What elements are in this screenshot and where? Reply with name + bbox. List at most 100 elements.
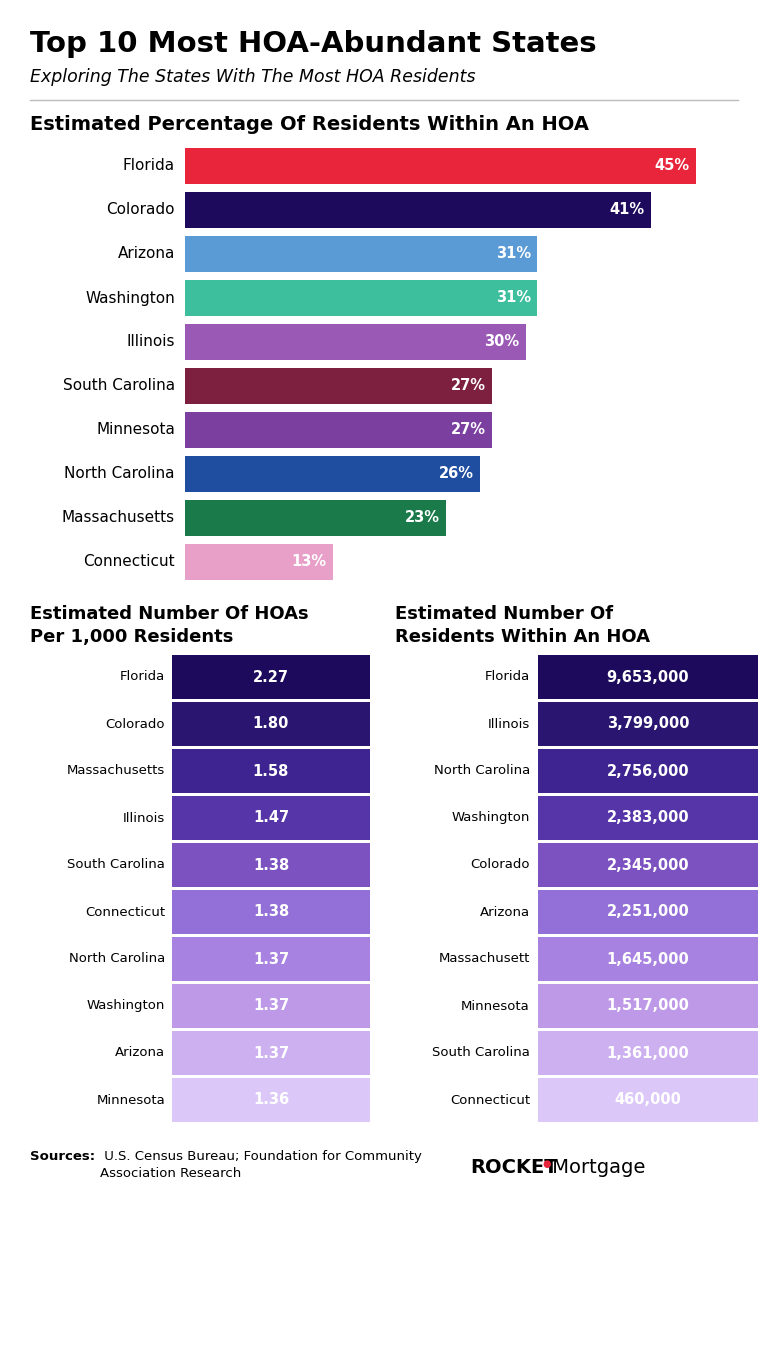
Bar bbox=[172, 889, 370, 934]
Bar bbox=[538, 750, 758, 793]
Text: Massachusetts: Massachusetts bbox=[67, 765, 165, 778]
Bar bbox=[538, 796, 758, 841]
Bar bbox=[172, 1078, 370, 1122]
Text: Top 10 Most HOA-Abundant States: Top 10 Most HOA-Abundant States bbox=[30, 30, 597, 58]
Text: Mortgage: Mortgage bbox=[546, 1158, 645, 1177]
Text: 13%: 13% bbox=[292, 554, 326, 569]
Text: Massachusetts: Massachusetts bbox=[62, 511, 175, 526]
Bar bbox=[185, 456, 480, 492]
Bar bbox=[172, 937, 370, 980]
Text: Estimated Number Of
Residents Within An HOA: Estimated Number Of Residents Within An … bbox=[395, 606, 650, 646]
Text: South Carolina: South Carolina bbox=[63, 379, 175, 394]
Bar bbox=[185, 325, 525, 360]
Bar bbox=[538, 937, 758, 980]
Bar bbox=[538, 985, 758, 1028]
Bar bbox=[172, 655, 370, 699]
Text: 23%: 23% bbox=[406, 511, 440, 526]
Text: 3,799,000: 3,799,000 bbox=[607, 717, 689, 732]
Text: 1,517,000: 1,517,000 bbox=[607, 998, 690, 1013]
Text: Arizona: Arizona bbox=[115, 1047, 165, 1059]
Bar bbox=[172, 1031, 370, 1076]
Text: Arizona: Arizona bbox=[118, 247, 175, 262]
Text: 2,383,000: 2,383,000 bbox=[607, 811, 690, 826]
Text: Florida: Florida bbox=[123, 159, 175, 174]
Text: Minnesota: Minnesota bbox=[96, 422, 175, 437]
Text: Colorado: Colorado bbox=[107, 202, 175, 217]
Bar bbox=[538, 843, 758, 887]
Text: 2,345,000: 2,345,000 bbox=[607, 857, 690, 872]
Text: 26%: 26% bbox=[439, 467, 474, 482]
Text: Connecticut: Connecticut bbox=[450, 1093, 530, 1107]
Bar bbox=[538, 1031, 758, 1076]
Text: 31%: 31% bbox=[496, 247, 531, 262]
Text: Illinois: Illinois bbox=[123, 812, 165, 824]
Text: Exploring The States With The Most HOA Residents: Exploring The States With The Most HOA R… bbox=[30, 68, 475, 86]
Bar bbox=[185, 236, 537, 272]
Bar bbox=[185, 280, 537, 316]
Text: ROCKET: ROCKET bbox=[470, 1158, 558, 1177]
Text: 1.38: 1.38 bbox=[253, 904, 289, 919]
Text: Connecticut: Connecticut bbox=[85, 906, 165, 918]
Text: Minnesota: Minnesota bbox=[462, 999, 530, 1013]
Bar bbox=[538, 655, 758, 699]
Bar bbox=[185, 545, 333, 580]
Text: Arizona: Arizona bbox=[480, 906, 530, 918]
Bar bbox=[538, 889, 758, 934]
Text: 460,000: 460,000 bbox=[614, 1092, 681, 1108]
Text: 41%: 41% bbox=[609, 202, 644, 217]
Text: Illinois: Illinois bbox=[127, 334, 175, 349]
Text: North Carolina: North Carolina bbox=[69, 952, 165, 966]
Text: 1.37: 1.37 bbox=[253, 1046, 289, 1061]
Text: 2,251,000: 2,251,000 bbox=[607, 904, 690, 919]
Text: Washington: Washington bbox=[452, 812, 530, 824]
Text: Washington: Washington bbox=[87, 999, 165, 1013]
Text: 1.38: 1.38 bbox=[253, 857, 289, 872]
Bar bbox=[538, 702, 758, 746]
Text: Colorado: Colorado bbox=[105, 717, 165, 731]
Text: 45%: 45% bbox=[655, 159, 690, 174]
Text: 27%: 27% bbox=[451, 379, 485, 394]
Text: Estimated Percentage Of Residents Within An HOA: Estimated Percentage Of Residents Within… bbox=[30, 115, 589, 134]
Text: 1.47: 1.47 bbox=[253, 811, 289, 826]
Text: Colorado: Colorado bbox=[471, 858, 530, 872]
Bar bbox=[172, 985, 370, 1028]
Text: 1.37: 1.37 bbox=[253, 952, 289, 967]
Text: 27%: 27% bbox=[451, 422, 485, 437]
Text: Florida: Florida bbox=[120, 671, 165, 683]
Text: 30%: 30% bbox=[485, 334, 520, 349]
Text: 2.27: 2.27 bbox=[253, 669, 289, 684]
Text: Sources:: Sources: bbox=[30, 1150, 95, 1162]
Bar bbox=[172, 843, 370, 887]
Text: 1.37: 1.37 bbox=[253, 998, 289, 1013]
Bar bbox=[185, 411, 492, 448]
Text: North Carolina: North Carolina bbox=[434, 765, 530, 778]
Text: Estimated Number Of HOAs
Per 1,000 Residents: Estimated Number Of HOAs Per 1,000 Resid… bbox=[30, 606, 309, 646]
Bar bbox=[172, 750, 370, 793]
Text: 1.36: 1.36 bbox=[253, 1092, 289, 1108]
Text: Florida: Florida bbox=[485, 671, 530, 683]
Text: 1.80: 1.80 bbox=[253, 717, 290, 732]
Bar bbox=[172, 702, 370, 746]
Bar bbox=[185, 500, 446, 536]
Text: 2,756,000: 2,756,000 bbox=[607, 763, 690, 778]
Bar bbox=[185, 148, 696, 183]
Bar bbox=[172, 796, 370, 841]
Bar bbox=[538, 1078, 758, 1122]
Text: North Carolina: North Carolina bbox=[65, 467, 175, 482]
Text: Minnesota: Minnesota bbox=[96, 1093, 165, 1107]
Bar bbox=[185, 191, 650, 228]
Text: 1,361,000: 1,361,000 bbox=[607, 1046, 690, 1061]
Bar bbox=[185, 368, 492, 403]
Text: ●: ● bbox=[542, 1158, 551, 1169]
Text: South Carolina: South Carolina bbox=[67, 858, 165, 872]
Text: South Carolina: South Carolina bbox=[432, 1047, 530, 1059]
Text: U.S. Census Bureau; Foundation for Community
Association Research: U.S. Census Bureau; Foundation for Commu… bbox=[100, 1150, 422, 1180]
Text: Illinois: Illinois bbox=[488, 717, 530, 731]
Text: 31%: 31% bbox=[496, 291, 531, 306]
Text: Washington: Washington bbox=[85, 291, 175, 306]
Text: 9,653,000: 9,653,000 bbox=[607, 669, 690, 684]
Text: 1,645,000: 1,645,000 bbox=[607, 952, 690, 967]
Text: Massachusett: Massachusett bbox=[439, 952, 530, 966]
Text: 1.58: 1.58 bbox=[253, 763, 290, 778]
Text: Connecticut: Connecticut bbox=[84, 554, 175, 569]
